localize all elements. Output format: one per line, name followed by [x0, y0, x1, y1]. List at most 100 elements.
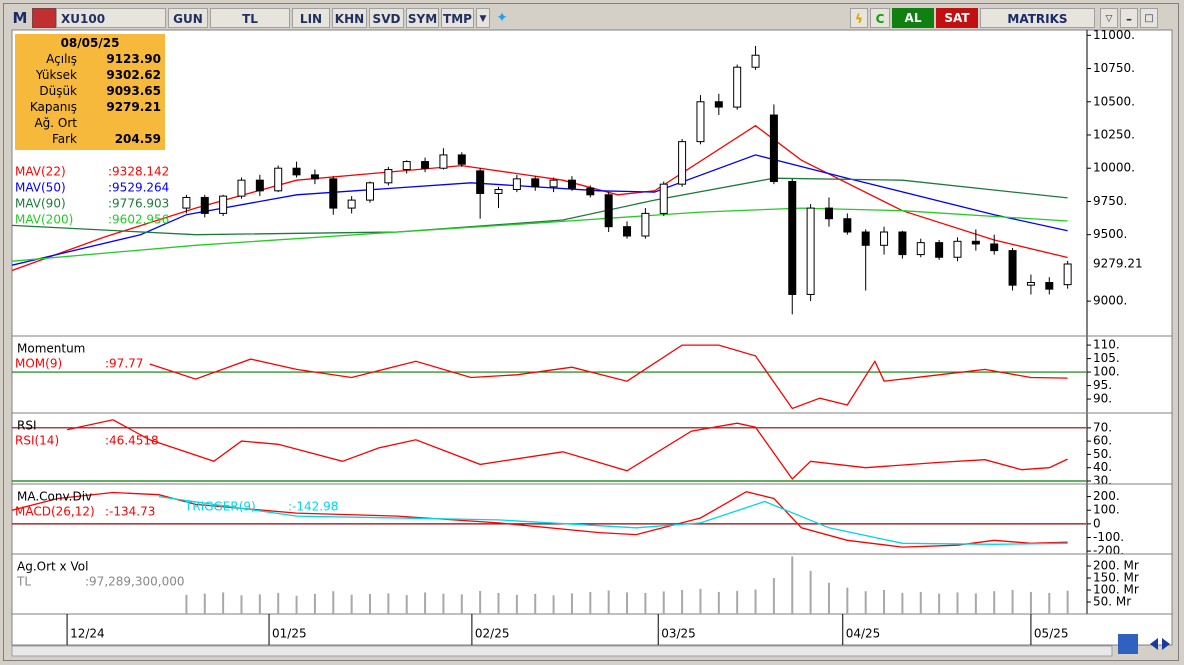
volume-bar: [1048, 592, 1051, 614]
info-row: Açılış 9123.90: [15, 52, 165, 68]
y-tick-label: 0: [1093, 516, 1101, 530]
window-button[interactable]: □: [1140, 8, 1158, 28]
series-line: [149, 344, 1068, 410]
legend-name: MAV(200): [15, 213, 73, 227]
candle-body: [402, 161, 411, 171]
y-tick-label: 9750.: [1093, 194, 1127, 208]
scrollbar[interactable]: [11, 645, 1113, 657]
last-price-label: 9279.21: [1093, 257, 1143, 271]
symbol-icon[interactable]: [32, 8, 56, 28]
volume-bar: [552, 595, 555, 614]
info-label: Yüksek: [35, 68, 77, 82]
y-tick-label: 50.: [1093, 447, 1112, 461]
legend-value: :97,289,300,000: [85, 575, 184, 589]
date-axis-background: [11, 613, 1173, 646]
series-line: [12, 207, 1068, 262]
info-label: Kapanış: [29, 100, 77, 114]
volume-bar: [424, 592, 427, 614]
volume-bar: [295, 595, 298, 614]
candle-body: [971, 240, 980, 245]
legend-value: :9602.956: [108, 213, 169, 227]
volume-bar: [369, 594, 371, 614]
y-tick-label: 100.: [1093, 365, 1120, 379]
y-tick-label: 40.: [1093, 460, 1112, 474]
sync-icon[interactable]: [1118, 634, 1138, 654]
currency-button[interactable]: TL: [210, 8, 290, 28]
volume-bar: [754, 589, 757, 614]
scroll-right[interactable]: [1162, 638, 1170, 650]
dropdown-button[interactable]: ▼: [476, 8, 490, 28]
legend-name: TRIGGER(9): [184, 500, 256, 514]
scale-button[interactable]: LIN: [292, 8, 330, 28]
alert-icon[interactable]: ϟ: [850, 8, 868, 28]
candle-body: [182, 196, 191, 209]
brand: MATRIKS: [980, 8, 1095, 28]
volume-bar: [901, 592, 904, 614]
volume-bar: [938, 593, 941, 614]
scroll-left[interactable]: [1150, 638, 1158, 650]
y-tick-label: 10500.: [1093, 94, 1135, 108]
volume-bar: [681, 590, 684, 614]
legend-value: :9328.142: [108, 165, 169, 179]
refresh-icon[interactable]: C: [870, 8, 890, 28]
volume-bar: [222, 592, 225, 614]
sell-button[interactable]: SAT: [936, 8, 978, 28]
toolbar-button[interactable]: KHN: [332, 8, 367, 28]
panel-title: Ag.Ort x Vol: [17, 560, 88, 574]
y-tick-label: 60.: [1093, 434, 1112, 448]
window-button[interactable]: –: [1120, 8, 1138, 28]
info-row: Düşük 9093.65: [15, 84, 165, 100]
candle-body: [292, 167, 301, 176]
legend-name: TL: [16, 575, 31, 589]
info-value: 9123.90: [106, 52, 161, 66]
volume-bar: [956, 592, 959, 614]
volume-bar: [626, 592, 629, 614]
volume-bar: [699, 588, 702, 614]
info-row: Yüksek 9302.62: [15, 68, 165, 84]
volume-bar: [497, 592, 500, 614]
volume-bar: [332, 591, 335, 614]
candle-body: [1026, 282, 1035, 286]
panel: [185, 556, 1069, 614]
period-button[interactable]: GUN: [168, 8, 208, 28]
y-tick-label: 95.: [1093, 378, 1112, 392]
legend-name: MOM(9): [15, 357, 62, 371]
y-tick-label: 70.: [1093, 420, 1112, 434]
series-line: [12, 491, 1068, 548]
candle-body: [916, 242, 925, 256]
series-line: [66, 419, 1068, 480]
candle-body: [531, 178, 540, 188]
panel: [12, 45, 1072, 315]
panel: [12, 344, 1086, 410]
candle-body: [457, 154, 466, 165]
symbol-box[interactable]: XU100: [56, 8, 166, 28]
twitter-icon[interactable]: ✦: [496, 10, 508, 26]
info-label: Fark: [51, 132, 77, 146]
candle-body: [310, 174, 319, 180]
x-tick-label: 05/25: [1034, 627, 1069, 641]
toolbar-button[interactable]: SVD: [369, 8, 404, 28]
candle-body: [898, 231, 907, 256]
volume-bar: [479, 590, 482, 614]
legend-value: :-134.73: [105, 505, 155, 519]
toolbar-button[interactable]: TMP: [441, 8, 474, 28]
legend-value: :97.77: [105, 357, 143, 371]
volume-bar: [736, 590, 739, 614]
toolbar-button[interactable]: SYM: [406, 8, 439, 28]
candle-body: [439, 154, 448, 169]
legend-value: :-142.98: [288, 500, 338, 514]
y-tick-label: 100. Mr: [1093, 583, 1139, 597]
candle-body: [512, 178, 521, 190]
volume-bar: [460, 594, 463, 614]
volume-bar: [589, 591, 592, 614]
candle-body: [219, 195, 228, 214]
candle-body: [623, 226, 632, 237]
logo: M: [12, 9, 28, 27]
volume-bar: [1029, 591, 1032, 614]
candle-body: [678, 141, 687, 185]
window-button[interactable]: ▽: [1100, 8, 1118, 28]
legend-name: MAV(22): [15, 165, 66, 179]
buy-button[interactable]: AL: [892, 8, 934, 28]
y-tick-label: 150. Mr: [1093, 571, 1139, 585]
